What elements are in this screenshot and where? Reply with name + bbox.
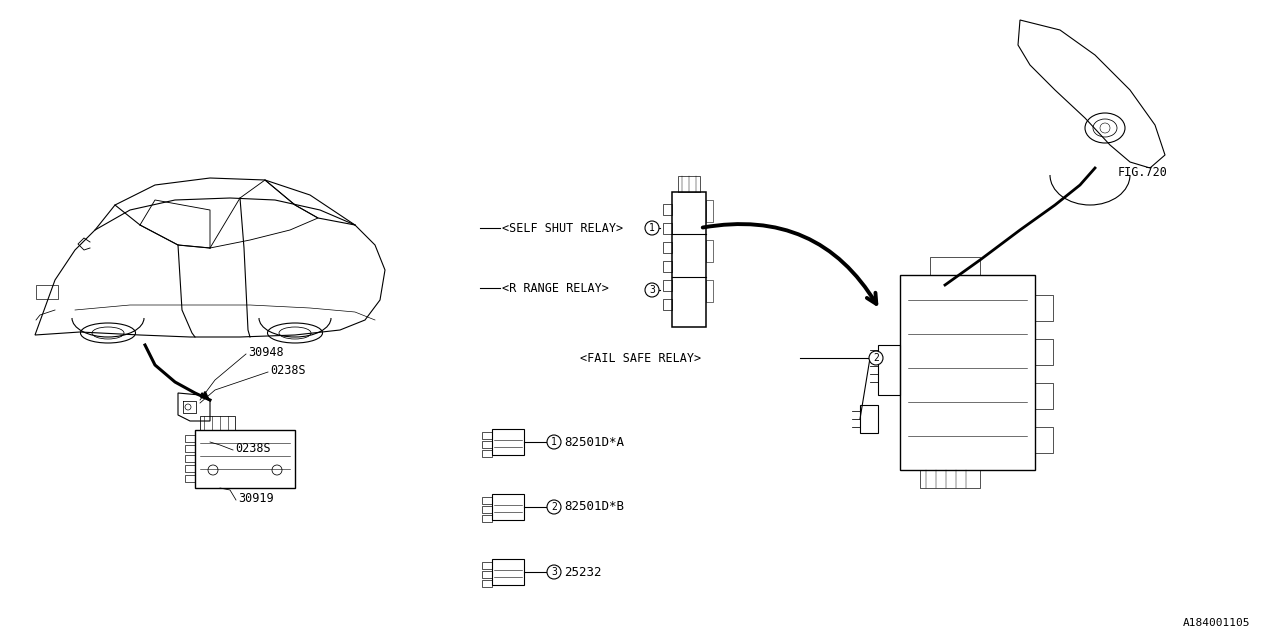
Circle shape: [547, 565, 561, 579]
Text: <R RANGE RELAY>: <R RANGE RELAY>: [502, 282, 609, 294]
Circle shape: [547, 500, 561, 514]
Text: A184001105: A184001105: [1183, 618, 1251, 628]
Circle shape: [645, 283, 659, 297]
Text: 3: 3: [649, 285, 655, 295]
Circle shape: [645, 221, 659, 235]
Text: 1: 1: [552, 437, 557, 447]
Text: 3: 3: [552, 567, 557, 577]
FancyArrowPatch shape: [703, 224, 877, 304]
Text: 30919: 30919: [238, 492, 274, 504]
Text: 0238S: 0238S: [236, 442, 270, 454]
Text: 82501D*B: 82501D*B: [564, 500, 625, 513]
Text: 82501D*A: 82501D*A: [564, 435, 625, 449]
Text: <FAIL SAFE RELAY>: <FAIL SAFE RELAY>: [580, 351, 701, 365]
Text: 30948: 30948: [248, 346, 284, 358]
Text: 2: 2: [873, 353, 879, 363]
Circle shape: [547, 435, 561, 449]
Text: 25232: 25232: [564, 566, 602, 579]
Text: <SELF SHUT RELAY>: <SELF SHUT RELAY>: [502, 221, 623, 234]
Text: FIG.720: FIG.720: [1117, 166, 1167, 179]
Text: 2: 2: [552, 502, 557, 512]
Text: 0238S: 0238S: [270, 364, 306, 376]
Circle shape: [869, 351, 883, 365]
Text: 1: 1: [649, 223, 655, 233]
